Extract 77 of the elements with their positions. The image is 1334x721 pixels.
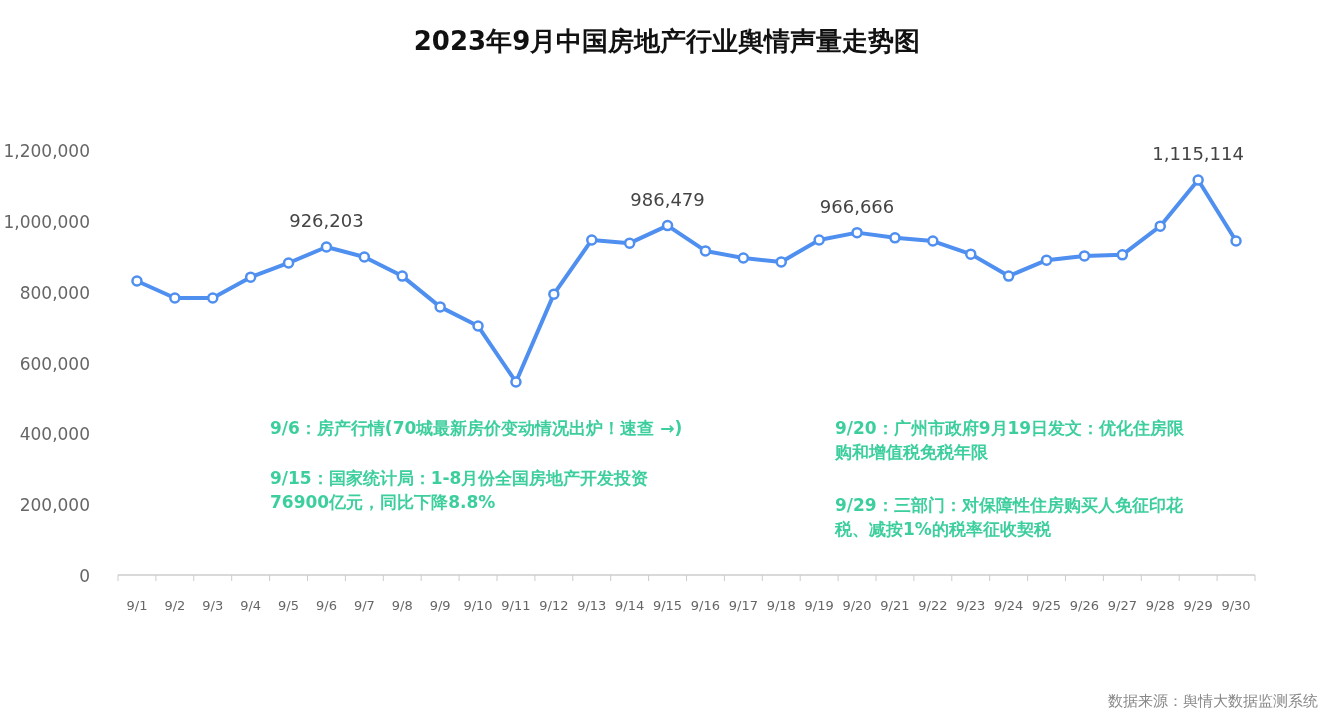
x-tick-label: 9/29 xyxy=(1183,598,1213,613)
x-tick-label: 9/23 xyxy=(956,598,986,613)
y-tick-label: 400,000 xyxy=(19,424,90,445)
x-tick-label: 9/16 xyxy=(690,598,721,613)
y-tick-label: 200,000 xyxy=(19,495,90,516)
point xyxy=(1192,174,1204,186)
data-label: 926,203 xyxy=(289,209,364,231)
x-tick-label: 9/10 xyxy=(463,598,493,613)
point xyxy=(586,234,598,246)
x-tick-label: 9/28 xyxy=(1145,598,1175,613)
annotation: 9/6：房产行情(70城最新房价变动情况出炉！速查 →) xyxy=(270,417,684,440)
data-label: 986,479 xyxy=(630,188,705,210)
point xyxy=(434,301,446,313)
data-label: 1,115,114 xyxy=(1152,143,1244,165)
point xyxy=(1116,249,1129,261)
point xyxy=(548,288,560,300)
annotation: 9/29：三部门：对保障性住房购买人免征印花税、减按1%的税率征收契税 xyxy=(835,494,1184,541)
point xyxy=(699,245,712,257)
point xyxy=(927,235,939,247)
x-tick-label: 9/19 xyxy=(804,598,834,613)
point xyxy=(358,251,371,263)
x-tick-label: 9/30 xyxy=(1221,598,1251,613)
x-tick-label: 9/18 xyxy=(766,598,796,613)
point xyxy=(661,219,674,232)
x-tick-label: 9/4 xyxy=(240,598,262,613)
x-tick-label: 9/11 xyxy=(501,598,531,613)
annotation: 9/15：国家统计局：1-8月份全国房地产开发投资76900亿元，同比下降8.8% xyxy=(270,467,650,514)
y-tick-label: 0 xyxy=(79,566,90,586)
x-tick-label: 9/22 xyxy=(918,598,948,613)
source-note: 数据来源：舆情大数据监测系统 xyxy=(1108,692,1318,711)
point xyxy=(775,256,787,268)
x-tick-label: 9/17 xyxy=(728,598,758,613)
x-tick-label: 9/27 xyxy=(1107,598,1137,613)
point xyxy=(1230,235,1242,247)
y-tick-label: 1,000,000 xyxy=(3,211,90,232)
point xyxy=(851,226,863,239)
point xyxy=(1040,254,1053,266)
point xyxy=(889,232,901,244)
x-tick-label: 9/3 xyxy=(202,598,224,613)
point xyxy=(965,248,977,260)
x-tick-label: 9/8 xyxy=(391,598,413,613)
point xyxy=(169,292,181,304)
x-tick-label: 9/1 xyxy=(126,598,148,613)
point xyxy=(623,237,636,249)
y-tick-label: 800,000 xyxy=(19,282,90,303)
point xyxy=(207,292,219,304)
x-tick-label: 9/5 xyxy=(278,598,300,613)
x-tick-label: 9/9 xyxy=(429,598,451,613)
x-tick-label: 9/12 xyxy=(539,598,569,613)
point xyxy=(282,257,295,269)
x-tick-label: 9/20 xyxy=(842,598,872,613)
x-tick-label: 9/21 xyxy=(880,598,910,613)
point xyxy=(1154,220,1166,232)
point xyxy=(396,270,408,282)
x-tick-label: 9/7 xyxy=(353,598,375,613)
point xyxy=(1078,250,1091,262)
point xyxy=(1002,270,1015,282)
point xyxy=(472,320,484,332)
annotation: 9/20：广州市政府9月19日发文：优化住房限购和增值税免税年限 xyxy=(835,417,1186,464)
point xyxy=(737,252,750,264)
point xyxy=(244,271,257,283)
point xyxy=(510,376,522,388)
x-tick-label: 9/24 xyxy=(994,598,1024,613)
x-tick-label: 9/13 xyxy=(577,598,607,613)
x-tick-label: 9/6 xyxy=(315,598,337,613)
point xyxy=(320,241,333,253)
y-tick-label: 1,200,000 xyxy=(3,141,90,161)
x-tick-label: 9/15 xyxy=(652,598,683,613)
x-tick-label: 9/2 xyxy=(164,598,186,613)
x-tick-label: 9/25 xyxy=(1031,598,1062,613)
chart-title: 2023年9月中国房地产行业舆情声量走势图 xyxy=(413,26,921,56)
y-tick-label: 600,000 xyxy=(19,353,90,374)
point xyxy=(131,275,143,287)
x-tick-label: 9/26 xyxy=(1069,598,1100,613)
x-tick-label: 9/14 xyxy=(615,598,645,613)
point xyxy=(813,234,825,246)
data-label: 966,666 xyxy=(819,195,895,217)
